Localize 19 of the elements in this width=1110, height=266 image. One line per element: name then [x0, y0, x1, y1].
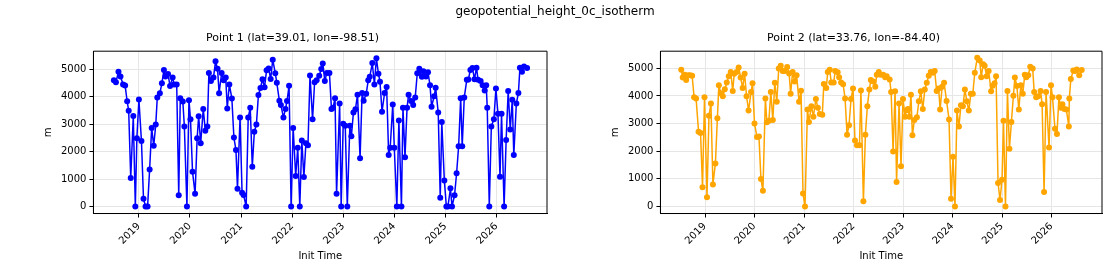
y-tick-label: 2000 [61, 145, 87, 157]
y-tick-label: 0 [647, 200, 654, 212]
y-tick-label: 4000 [61, 90, 87, 102]
x-axis-title: Init Time [298, 249, 343, 261]
y-tick-label: 1000 [61, 172, 87, 184]
y-tick-label: 5000 [61, 62, 87, 74]
chart-title: Point 2 (lat=33.76, lon=-84.40) [766, 31, 941, 45]
y-tick-label: 1000 [628, 172, 654, 184]
text: geopotential_height_0c_isotherm [454, 4, 656, 18]
chart-title: Point 1 (lat=39.01, lon=-98.51) [205, 31, 380, 45]
x-axis-title: Init Time [859, 249, 904, 261]
y-tick-label: 3000 [61, 117, 87, 129]
y-tick-label: 2000 [628, 144, 654, 156]
y-tick-label: 4000 [628, 89, 654, 101]
y-tick-label: 3000 [628, 117, 654, 129]
y-tick-label: 0 [80, 200, 87, 212]
y-axis-title: m [41, 127, 53, 138]
y-tick-label: 5000 [628, 61, 654, 73]
y-axis-title: m [608, 127, 620, 138]
